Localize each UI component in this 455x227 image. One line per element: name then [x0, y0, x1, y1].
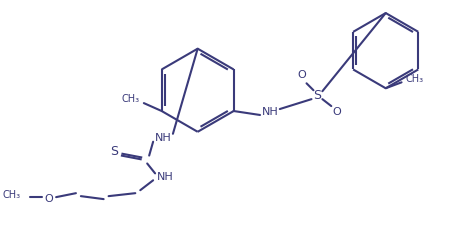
Text: O: O — [45, 194, 54, 204]
Text: S: S — [313, 89, 321, 102]
Text: CH₃: CH₃ — [405, 74, 424, 84]
Text: CH₃: CH₃ — [2, 190, 20, 200]
Text: O: O — [333, 107, 342, 117]
Text: O: O — [297, 70, 306, 80]
Text: NH: NH — [157, 172, 173, 182]
Text: NH: NH — [262, 107, 278, 117]
Text: NH: NH — [155, 133, 172, 143]
Text: S: S — [111, 145, 119, 158]
Text: CH₃: CH₃ — [122, 94, 140, 104]
